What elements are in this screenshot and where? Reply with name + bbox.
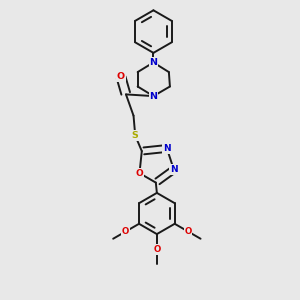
Text: O: O <box>184 227 192 236</box>
Text: N: N <box>163 144 171 153</box>
Text: O: O <box>136 169 143 178</box>
Text: N: N <box>149 92 158 100</box>
Text: O: O <box>153 245 161 254</box>
Text: N: N <box>149 58 158 67</box>
Text: O: O <box>122 227 129 236</box>
Text: S: S <box>132 131 139 140</box>
Text: O: O <box>117 72 125 81</box>
Text: N: N <box>170 165 178 174</box>
